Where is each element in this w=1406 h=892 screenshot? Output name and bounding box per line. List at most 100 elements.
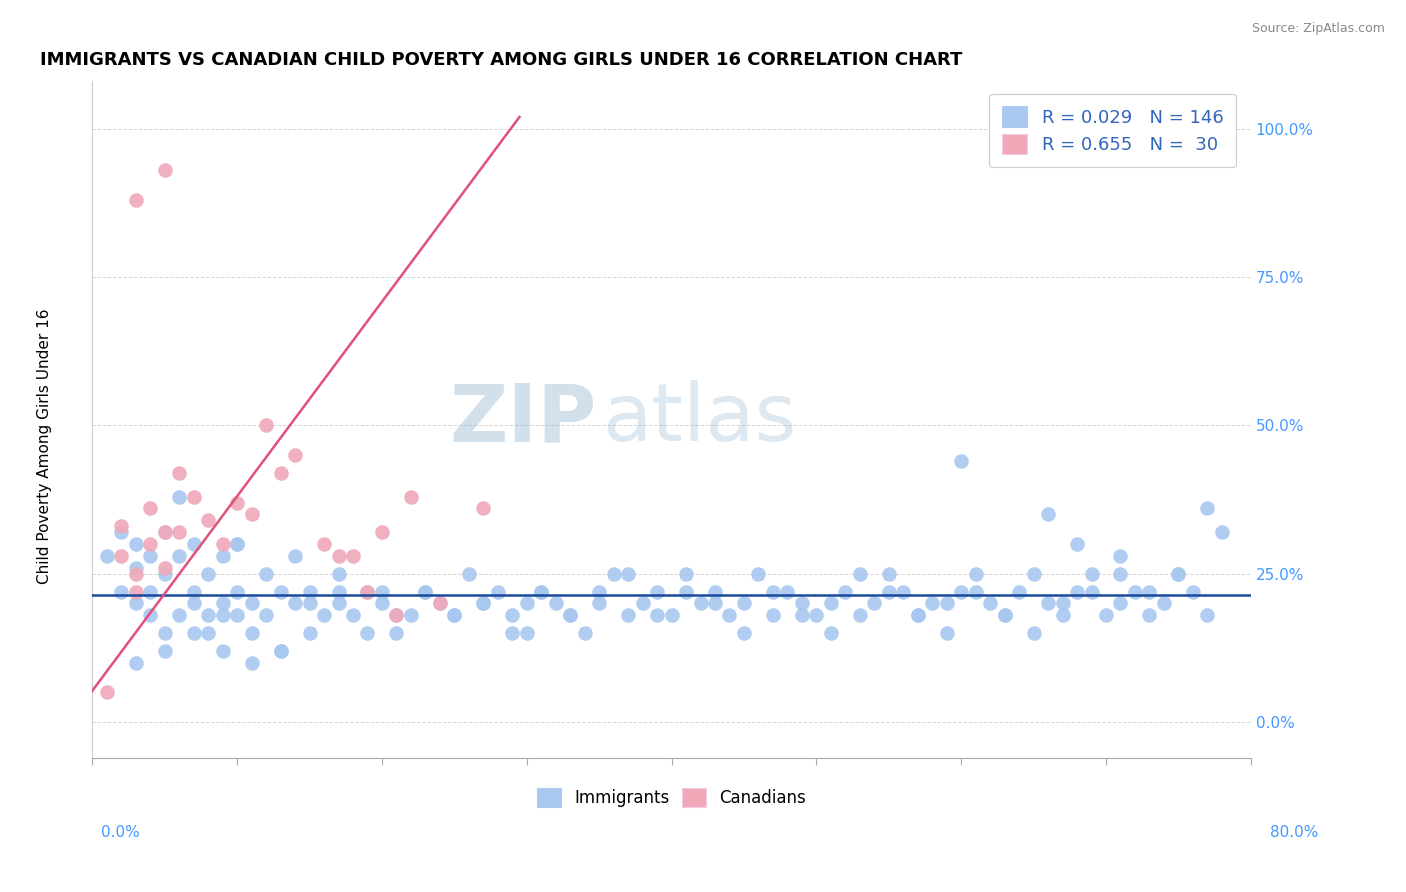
Point [747,566,769,581]
Point [240,508,263,522]
Point [110,549,132,563]
Point [226,537,249,551]
Point [762,584,785,599]
Point [125,656,148,670]
Point [125,584,148,599]
Point [429,596,451,610]
Point [472,501,495,516]
Point [139,549,162,563]
Point [153,525,176,540]
Point [689,596,711,610]
Point [240,596,263,610]
Point [849,608,872,623]
Point [96,685,118,699]
Point [733,626,755,640]
Legend: Immigrants, Canadians: Immigrants, Canadians [530,781,813,814]
Point [125,596,148,610]
Point [1123,584,1146,599]
Point [240,656,263,670]
Point [472,596,495,610]
Point [617,566,640,581]
Point [183,596,205,610]
Point [167,608,190,623]
Point [153,626,176,640]
Point [631,596,654,610]
Point [1109,566,1132,581]
Point [935,626,957,640]
Point [328,584,350,599]
Point [675,566,697,581]
Point [183,584,205,599]
Point [790,596,813,610]
Point [588,584,610,599]
Point [965,566,987,581]
Point [1036,596,1059,610]
Point [270,644,292,658]
Point [240,626,263,640]
Point [211,549,233,563]
Point [415,584,437,599]
Point [153,525,176,540]
Point [153,644,176,658]
Text: 80.0%: 80.0% [1271,825,1319,839]
Point [602,566,624,581]
Point [704,596,727,610]
Point [153,566,176,581]
Point [167,490,190,504]
Text: Child Poverty Among Girls Under 16: Child Poverty Among Girls Under 16 [38,309,52,583]
Point [443,608,465,623]
Point [167,549,190,563]
Text: atlas: atlas [602,381,796,458]
Point [718,608,741,623]
Point [167,466,190,480]
Point [574,626,596,640]
Point [457,566,479,581]
Point [790,608,813,623]
Point [820,596,842,610]
Point [1080,584,1102,599]
Point [863,596,886,610]
Point [1052,596,1074,610]
Text: 0.0%: 0.0% [101,825,141,839]
Point [820,626,842,640]
Point [125,193,148,207]
Point [211,596,233,610]
Point [921,596,943,610]
Point [501,608,523,623]
Point [935,596,957,610]
Point [139,584,162,599]
Point [226,608,249,623]
Point [530,584,553,599]
Point [704,584,727,599]
Point [486,584,509,599]
Point [96,549,118,563]
Point [733,596,755,610]
Point [560,608,582,623]
Point [167,525,190,540]
Point [211,537,233,551]
Point [1095,608,1118,623]
Point [399,490,422,504]
Point [907,608,929,623]
Point [617,608,640,623]
Point [356,584,378,599]
Point [994,608,1017,623]
Point [298,584,321,599]
Point [270,466,292,480]
Point [211,608,233,623]
Point [560,608,582,623]
Point [1181,584,1204,599]
Point [661,608,683,623]
Point [877,566,900,581]
Point [356,626,378,640]
Point [385,626,408,640]
Point [226,537,249,551]
Point [1066,537,1088,551]
Point [125,561,148,575]
Point [284,596,307,610]
Point [501,626,523,640]
Point [1167,566,1189,581]
Point [907,608,929,623]
Point [645,608,668,623]
Point [153,561,176,575]
